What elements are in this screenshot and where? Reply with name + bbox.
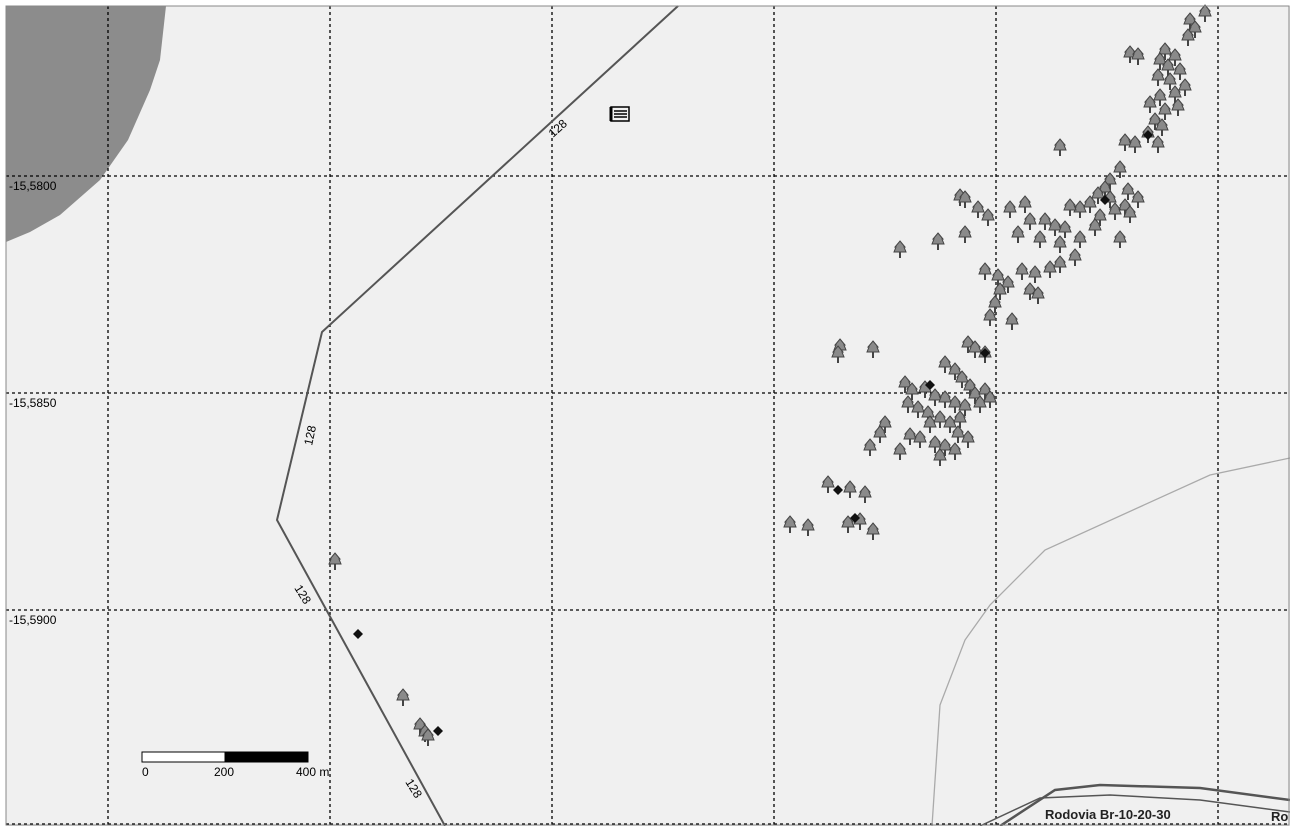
- scale-tick-label: 400 m: [296, 765, 329, 779]
- secondary-road: [931, 457, 1290, 826]
- building-icon[interactable]: [609, 106, 630, 122]
- main-road: [999, 783, 1290, 826]
- scale-tick-label: 0: [142, 765, 149, 779]
- road-label: Rodovia Br-10-20-30: [1045, 807, 1171, 822]
- latitude-label: -15,5800: [9, 179, 57, 193]
- latitude-label: -15,5900: [9, 613, 57, 627]
- map-background: [6, 6, 1290, 826]
- main-road: [979, 794, 1290, 826]
- contour-line: [275, 5, 679, 826]
- scale-bar: 0 200 400 m: [141, 751, 329, 779]
- contour-label: 128: [301, 424, 319, 447]
- scale-tick-label: 200: [214, 765, 234, 779]
- map-frame: [5, 5, 1290, 826]
- latitude-label: -15,5850: [9, 396, 57, 410]
- road-label-truncated: Ro: [1271, 809, 1288, 824]
- coordinate-grid: [6, 6, 1290, 826]
- water-area: [6, 6, 166, 242]
